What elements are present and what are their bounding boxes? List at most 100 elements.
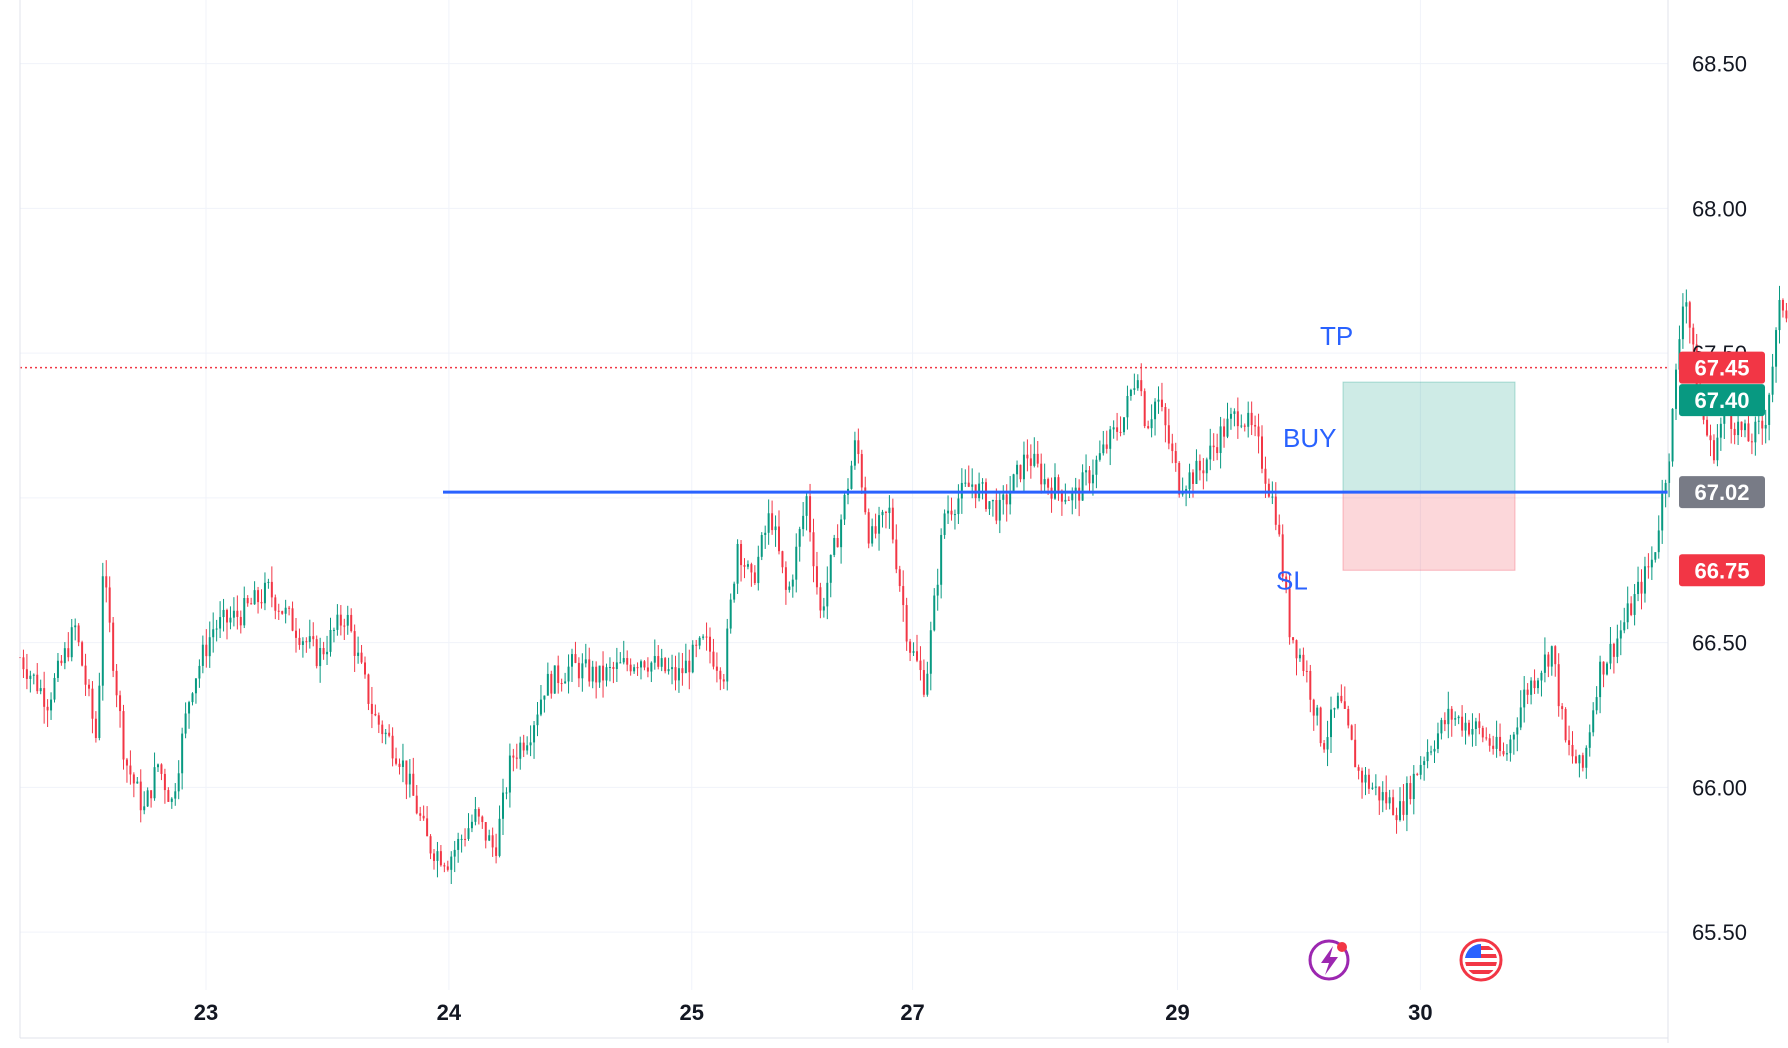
candle-body bbox=[1326, 737, 1329, 750]
candle-body bbox=[1712, 440, 1715, 461]
candle-body bbox=[819, 587, 822, 611]
candle-body bbox=[260, 602, 263, 604]
candle-body bbox=[29, 675, 32, 679]
candle-body bbox=[1740, 421, 1743, 431]
candle-body bbox=[543, 695, 546, 700]
candle-body bbox=[105, 576, 108, 588]
candle-body bbox=[1719, 423, 1722, 438]
candle-body bbox=[295, 630, 297, 638]
candle-body bbox=[898, 569, 901, 587]
lightning-event-icon[interactable] bbox=[1308, 939, 1350, 981]
candle-body bbox=[243, 598, 246, 626]
price-tags: 67.45 67.40 67.02 66.75 bbox=[1679, 351, 1765, 587]
candle-body bbox=[277, 610, 280, 612]
candle-body bbox=[705, 636, 708, 638]
candle-body bbox=[291, 608, 294, 631]
candle-body bbox=[1402, 801, 1405, 815]
candle-body bbox=[1088, 470, 1091, 484]
candle-body bbox=[702, 636, 705, 638]
candle-body bbox=[926, 673, 929, 695]
candle-body bbox=[1554, 646, 1557, 665]
candle-body bbox=[781, 551, 784, 568]
candle-body bbox=[526, 745, 529, 751]
candle-body bbox=[1060, 490, 1063, 502]
candle-body bbox=[660, 658, 663, 667]
candle-body bbox=[1126, 395, 1129, 418]
candle-body bbox=[1319, 707, 1322, 744]
candle-body bbox=[301, 641, 304, 645]
y-tick-label: 66.00 bbox=[1692, 775, 1747, 800]
candle-body bbox=[1019, 464, 1022, 480]
candle-body bbox=[539, 699, 542, 715]
candle-body bbox=[988, 501, 991, 510]
candle-body bbox=[671, 667, 674, 670]
candle-body bbox=[888, 507, 891, 514]
candle-body bbox=[985, 482, 987, 510]
candle-body bbox=[981, 482, 984, 484]
candle-body bbox=[422, 815, 425, 819]
candle-body bbox=[688, 660, 691, 673]
candle-body bbox=[646, 667, 649, 672]
candle-body bbox=[1685, 302, 1688, 307]
candle-body bbox=[439, 851, 442, 866]
candle-body bbox=[1557, 664, 1560, 707]
candle-body bbox=[491, 835, 494, 848]
candle-body bbox=[477, 809, 480, 817]
candle-body bbox=[1454, 718, 1457, 720]
candle-body bbox=[474, 809, 477, 822]
event-icons[interactable] bbox=[1308, 938, 1503, 982]
candle-body bbox=[957, 498, 960, 515]
candle-body bbox=[388, 732, 391, 736]
candle-body bbox=[798, 529, 801, 547]
candle-body bbox=[1022, 454, 1025, 480]
us-flag-event-icon[interactable] bbox=[1459, 938, 1503, 982]
candle-body bbox=[933, 595, 936, 631]
candle-body bbox=[312, 636, 315, 640]
candle-body bbox=[219, 617, 222, 629]
candle-body bbox=[595, 666, 598, 683]
candle-body bbox=[88, 684, 90, 689]
candle-body bbox=[1323, 743, 1326, 750]
zone-labels: TP BUY SL bbox=[1276, 321, 1353, 595]
candle-body bbox=[181, 733, 184, 774]
position-zones[interactable] bbox=[1342, 381, 1516, 571]
candle-body bbox=[67, 648, 70, 658]
candle-body bbox=[94, 718, 97, 738]
candle-body bbox=[1119, 431, 1122, 433]
candle-body bbox=[201, 644, 204, 666]
stop-loss-zone bbox=[1342, 491, 1516, 571]
candle-body bbox=[101, 576, 104, 686]
candle-body bbox=[1026, 454, 1029, 459]
support-line-layer[interactable] bbox=[20, 366, 1668, 494]
buy-label: BUY bbox=[1283, 423, 1336, 453]
candle-body bbox=[929, 630, 932, 674]
take-profit-tag: 67.40 bbox=[1694, 388, 1749, 413]
candle-body bbox=[1450, 708, 1453, 720]
candle-body bbox=[619, 662, 622, 664]
candle-body bbox=[1133, 388, 1136, 390]
stop-loss-tag: 66.75 bbox=[1694, 558, 1749, 583]
candle-body bbox=[1543, 654, 1546, 673]
candle-body bbox=[1064, 499, 1067, 502]
candle-body bbox=[809, 496, 812, 533]
candle-body bbox=[860, 454, 863, 488]
candle-body bbox=[795, 546, 798, 580]
candle-body bbox=[1340, 695, 1343, 702]
candle-body bbox=[784, 567, 787, 590]
candle-body bbox=[853, 440, 856, 466]
candle-body bbox=[902, 586, 905, 606]
candle-body bbox=[274, 597, 277, 611]
candle-body bbox=[1261, 436, 1263, 469]
candle-body bbox=[1143, 391, 1146, 427]
candle-body bbox=[684, 660, 687, 674]
candle-body bbox=[546, 673, 549, 696]
candle-body bbox=[1047, 479, 1050, 488]
candle-body bbox=[1564, 709, 1567, 741]
candle-body bbox=[591, 666, 594, 682]
candle-body bbox=[940, 534, 943, 585]
candle-body bbox=[174, 791, 177, 799]
candle-body bbox=[77, 625, 80, 643]
candle-body bbox=[1112, 427, 1115, 430]
